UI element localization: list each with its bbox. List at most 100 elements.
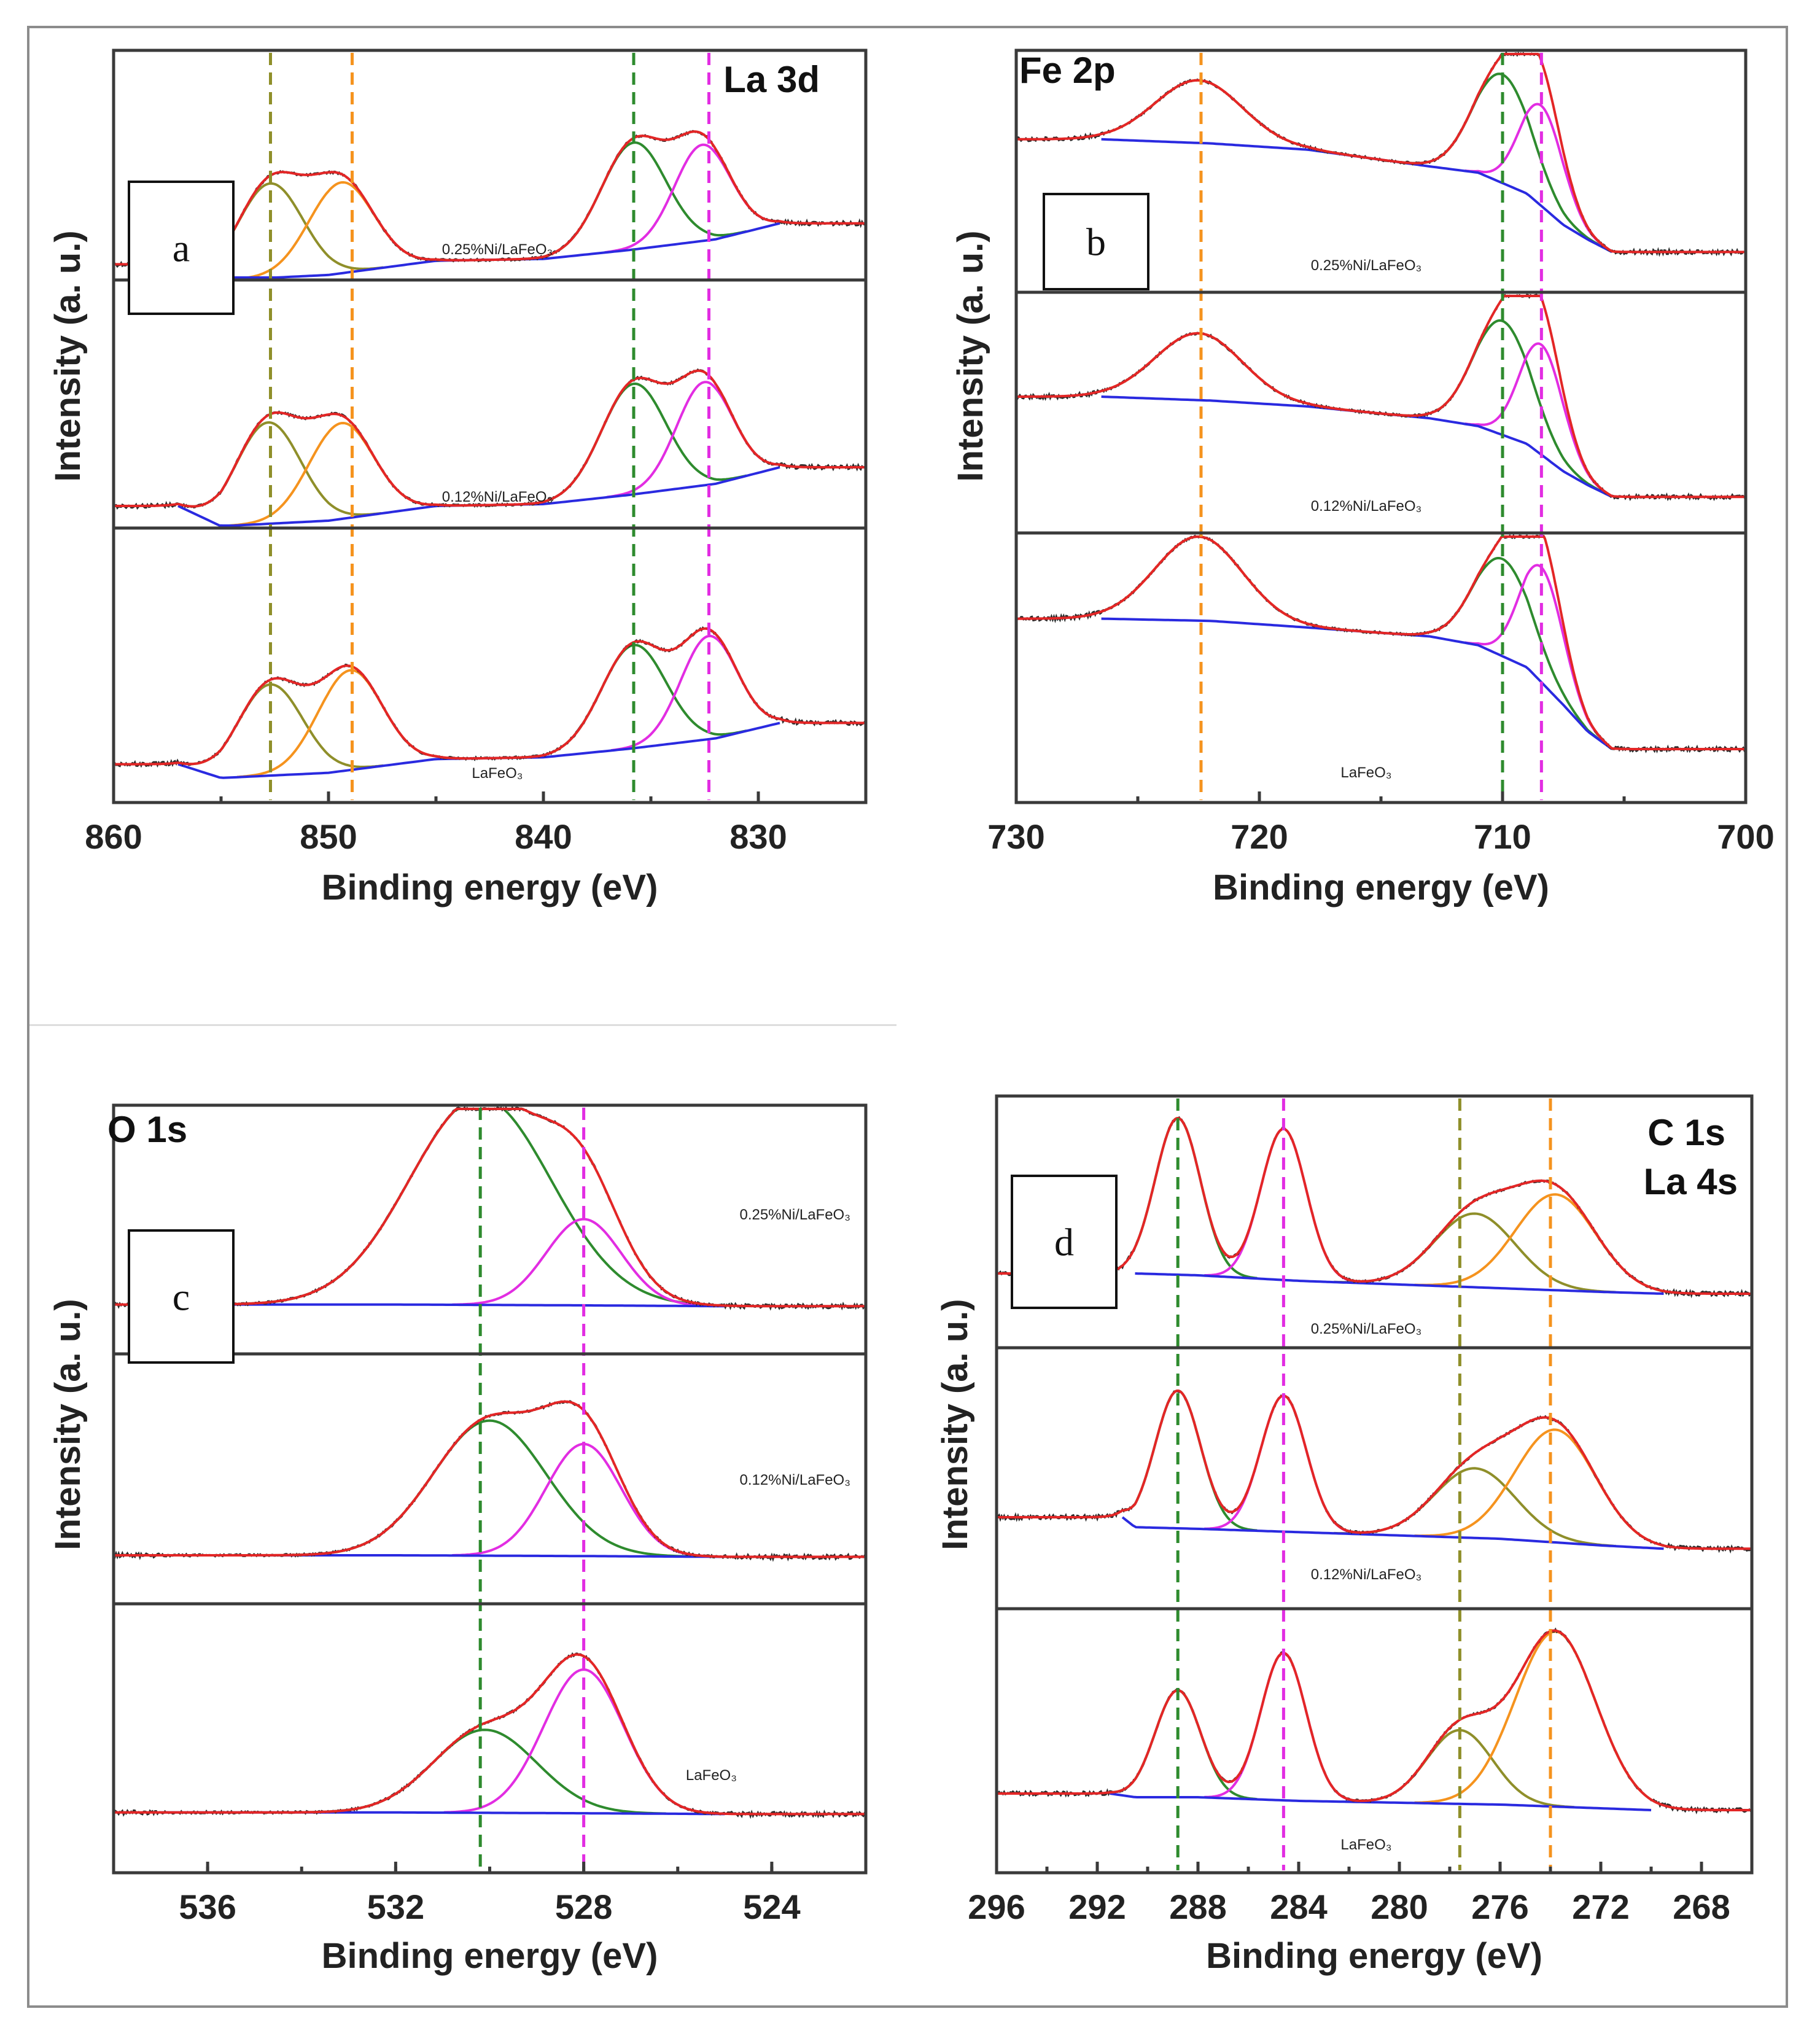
- xps-panel-d: 0.25%Ni/LaFeO₃ 0.12%Ni/LaFeO₃ LaFeO₃ 296 292…: [935, 1094, 1754, 1976]
- x-tick-label-d-1: 296: [968, 1887, 1025, 1926]
- spectrum-d-3: LaFeO₃: [996, 1627, 1752, 1853]
- x-tick-label-d-3: 288: [1169, 1887, 1226, 1926]
- x-axis-label-a: Binding energy (eV): [322, 868, 658, 908]
- x-tick-label-b-1: 730: [987, 817, 1044, 856]
- panel-letter-box-d: [1011, 1175, 1118, 1309]
- x-tick-label-d-6: 276: [1471, 1887, 1528, 1926]
- spectrum-b-2: 0.12%Ni/LaFeO₃: [1015, 293, 1747, 515]
- component-peak-b-3-1: [1100, 535, 1352, 632]
- x-tick-label-b-4: 700: [1717, 817, 1774, 856]
- x-tick-label-b-3: 710: [1474, 817, 1531, 856]
- component-peak-a-2-4: [606, 381, 780, 499]
- sample-label-a-1: 0.25%Ni/LaFeO₃: [442, 241, 553, 258]
- panel-letter-box-a: [128, 181, 235, 315]
- raw-data-c-3: [112, 1652, 867, 1819]
- x-tick-label-d-5: 280: [1371, 1887, 1428, 1926]
- panel-letter-box-b: [1043, 193, 1149, 290]
- component-peak-d-2-4: [1414, 1428, 1665, 1547]
- sample-label-b-1: 0.25%Ni/LaFeO₃: [1311, 257, 1422, 274]
- fit-envelope-c-1: [114, 1108, 866, 1308]
- panel-letter-c: c: [173, 1275, 190, 1319]
- xps-panel-b: 0.25%Ni/LaFeO₃ 0.12%Ni/LaFeO₃ LaFeO₃ 730 720…: [951, 49, 1775, 908]
- raw-data-a-2: [112, 368, 867, 510]
- x-tick-label-d-2: 292: [1068, 1887, 1126, 1926]
- fit-envelope-c-2: [114, 1400, 866, 1558]
- raw-data-b-3: [1015, 534, 1746, 754]
- fit-envelope-d-2: [997, 1389, 1752, 1550]
- spectrum-d-1: 0.25%Ni/LaFeO₃: [995, 1116, 1753, 1337]
- y-axis-label-d: Intensity (a. u.): [935, 1299, 975, 1550]
- spectrum-b-3: LaFeO₃: [1015, 534, 1746, 781]
- sample-label-d-2: 0.12%Ni/LaFeO₃: [1311, 1566, 1422, 1583]
- x-tick-label-d-7: 272: [1572, 1887, 1629, 1926]
- component-peak-d-3-4: [1414, 1630, 1652, 1804]
- sample-label-c-3: LaFeO₃: [686, 1767, 737, 1784]
- sample-label-a-2: 0.12%Ni/LaFeO₃: [442, 489, 553, 505]
- fit-envelope-d-3: [997, 1629, 1752, 1811]
- component-peak-c-3-1: [304, 1728, 666, 1815]
- xps-panel-c: 0.25%Ni/LaFeO₃ 0.12%Ni/LaFeO₃ LaFeO₃ 536 532…: [48, 1103, 868, 1976]
- component-peak-d-1-4: [1414, 1193, 1664, 1292]
- panel-title-d: C 1s: [1647, 1112, 1725, 1153]
- y-axis-label-a: Intensity (a. u.): [48, 230, 88, 481]
- x-tick-label-c-1: 536: [179, 1887, 236, 1926]
- raw-data-d-3: [996, 1627, 1752, 1815]
- background-line-b-3: [1101, 617, 1613, 750]
- x-tick-label-a-2: 850: [300, 817, 357, 856]
- raw-data-d-2: [995, 1390, 1753, 1554]
- x-tick-label-a-4: 830: [729, 817, 787, 856]
- sample-label-c-2: 0.12%Ni/LaFeO₃: [739, 1472, 850, 1488]
- spectrum-c-2: 0.12%Ni/LaFeO₃: [112, 1399, 866, 1562]
- y-axis-label-b: Intensity (a. u.): [951, 230, 990, 481]
- x-tick-label-b-2: 720: [1231, 817, 1288, 856]
- x-tick-label-c-4: 524: [743, 1887, 800, 1926]
- fit-envelope-b-2: [1016, 295, 1746, 499]
- xps-panel-a: 0.25%Ni/LaFeO₃ 0.12%Ni/LaFeO₃ LaFeO₃ 860 850…: [48, 49, 868, 908]
- background-line-d-2: [1121, 1516, 1664, 1550]
- sample-label-c-1: 0.25%Ni/LaFeO₃: [739, 1207, 850, 1223]
- background-line-c-1: [160, 1303, 725, 1308]
- component-peak-a-3-4: [611, 634, 780, 752]
- sample-label-d-3: LaFeO₃: [1340, 1837, 1391, 1853]
- fit-envelope-d-1: [997, 1116, 1752, 1295]
- x-axis-label-c: Binding energy (eV): [322, 1936, 658, 1976]
- panel-title-a: La 3d: [723, 59, 820, 100]
- sample-label-b-2: 0.12%Ni/LaFeO₃: [1311, 498, 1422, 515]
- y-axis-label-c: Intensity (a. u.): [48, 1299, 88, 1550]
- background-line-d-1: [1135, 1272, 1664, 1295]
- fit-envelope-b-3: [1016, 535, 1746, 750]
- figure-border: [27, 26, 1788, 2008]
- x-axis-label-b: Binding energy (eV): [1213, 868, 1549, 908]
- x-tick-label-a-3: 840: [515, 817, 572, 856]
- x-tick-label-c-3: 528: [555, 1887, 612, 1926]
- spectrum-a-2: 0.12%Ni/LaFeO₃: [112, 368, 867, 527]
- x-tick-label-a-1: 860: [85, 817, 142, 856]
- fit-envelope-c-3: [114, 1653, 866, 1816]
- spectrum-c-3: LaFeO₃: [112, 1652, 867, 1819]
- raw-data-a-3: [112, 626, 867, 768]
- sample-label-a-3: LaFeO₃: [472, 765, 523, 782]
- panel-letter-d: d: [1054, 1221, 1074, 1264]
- panel-letter-box-c: [128, 1229, 235, 1364]
- spectrum-c-1: 0.25%Ni/LaFeO₃: [112, 1106, 867, 1311]
- fit-envelope-a-3: [114, 627, 866, 766]
- spectrum-a-3: LaFeO₃: [112, 626, 867, 782]
- component-peak-c-2-1: [292, 1419, 688, 1558]
- sample-label-d-1: 0.25%Ni/LaFeO₃: [1311, 1321, 1422, 1337]
- spectrum-b-1: 0.25%Ni/LaFeO₃: [1015, 51, 1747, 274]
- plot-frame-a: [112, 49, 868, 804]
- fit-envelope-b-1: [1016, 53, 1746, 254]
- panel-letter-b: b: [1086, 220, 1106, 264]
- component-peak-a-1-4: [604, 143, 780, 254]
- x-tick-label-c-2: 532: [367, 1887, 424, 1926]
- panel-separator: [29, 1024, 896, 1026]
- plot-frame-d: [995, 1094, 1754, 1875]
- component-peak-c-2-2: [452, 1442, 716, 1558]
- x-tick-label-d-8: 268: [1673, 1887, 1730, 1926]
- fit-envelope-a-1: [114, 130, 866, 266]
- component-peak-c-1-2: [452, 1218, 716, 1307]
- panel-title-2-d: La 4s: [1644, 1161, 1738, 1202]
- plot-frame-b: [1014, 49, 1748, 804]
- fit-envelope-a-2: [114, 369, 866, 508]
